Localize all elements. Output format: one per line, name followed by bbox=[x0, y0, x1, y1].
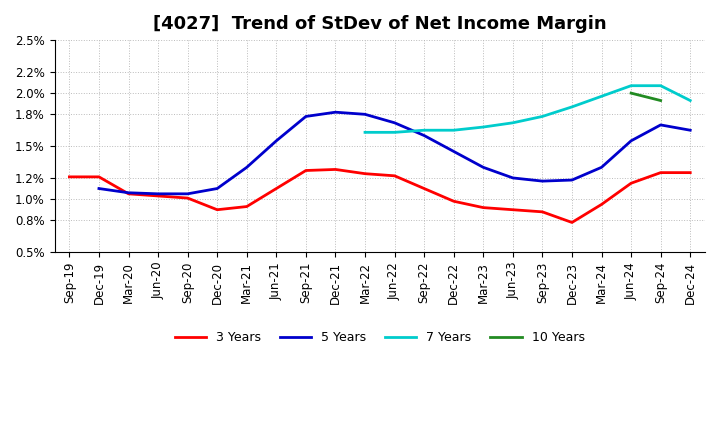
7 Years bbox=[508, 120, 517, 125]
7 Years bbox=[449, 128, 458, 133]
5 Years bbox=[508, 175, 517, 180]
3 Years bbox=[538, 209, 546, 214]
Line: 10 Years: 10 Years bbox=[631, 93, 661, 100]
3 Years bbox=[243, 204, 251, 209]
Line: 7 Years: 7 Years bbox=[365, 86, 690, 132]
5 Years bbox=[213, 186, 222, 191]
5 Years bbox=[390, 120, 399, 125]
3 Years bbox=[657, 170, 665, 175]
10 Years bbox=[657, 98, 665, 103]
5 Years bbox=[154, 191, 163, 197]
3 Years bbox=[272, 186, 281, 191]
7 Years bbox=[657, 83, 665, 88]
7 Years bbox=[567, 104, 576, 110]
3 Years bbox=[94, 174, 103, 180]
3 Years bbox=[597, 202, 606, 207]
7 Years bbox=[390, 130, 399, 135]
5 Years bbox=[567, 177, 576, 183]
7 Years bbox=[479, 125, 487, 130]
5 Years bbox=[627, 138, 636, 143]
3 Years bbox=[390, 173, 399, 179]
3 Years bbox=[124, 191, 132, 197]
5 Years bbox=[686, 128, 695, 133]
7 Years bbox=[538, 114, 546, 119]
3 Years bbox=[361, 171, 369, 176]
3 Years bbox=[627, 180, 636, 186]
5 Years bbox=[479, 165, 487, 170]
5 Years bbox=[331, 110, 340, 115]
3 Years bbox=[508, 207, 517, 213]
Line: 5 Years: 5 Years bbox=[99, 112, 690, 194]
5 Years bbox=[243, 165, 251, 170]
3 Years bbox=[154, 193, 163, 198]
5 Years bbox=[449, 149, 458, 154]
5 Years bbox=[538, 179, 546, 184]
3 Years bbox=[302, 168, 310, 173]
5 Years bbox=[124, 190, 132, 195]
3 Years bbox=[567, 220, 576, 225]
5 Years bbox=[302, 114, 310, 119]
Legend: 3 Years, 5 Years, 7 Years, 10 Years: 3 Years, 5 Years, 7 Years, 10 Years bbox=[170, 326, 590, 349]
5 Years bbox=[184, 191, 192, 197]
5 Years bbox=[597, 165, 606, 170]
3 Years bbox=[420, 186, 428, 191]
5 Years bbox=[272, 138, 281, 143]
7 Years bbox=[361, 130, 369, 135]
7 Years bbox=[627, 83, 636, 88]
Line: 3 Years: 3 Years bbox=[69, 169, 690, 223]
7 Years bbox=[686, 98, 695, 103]
3 Years bbox=[479, 205, 487, 210]
5 Years bbox=[94, 186, 103, 191]
5 Years bbox=[657, 122, 665, 128]
3 Years bbox=[331, 167, 340, 172]
3 Years bbox=[65, 174, 73, 180]
5 Years bbox=[361, 112, 369, 117]
5 Years bbox=[420, 133, 428, 138]
3 Years bbox=[213, 207, 222, 213]
10 Years bbox=[627, 91, 636, 96]
3 Years bbox=[449, 198, 458, 204]
Title: [4027]  Trend of StDev of Net Income Margin: [4027] Trend of StDev of Net Income Marg… bbox=[153, 15, 607, 33]
3 Years bbox=[184, 195, 192, 201]
7 Years bbox=[597, 94, 606, 99]
7 Years bbox=[420, 128, 428, 133]
3 Years bbox=[686, 170, 695, 175]
